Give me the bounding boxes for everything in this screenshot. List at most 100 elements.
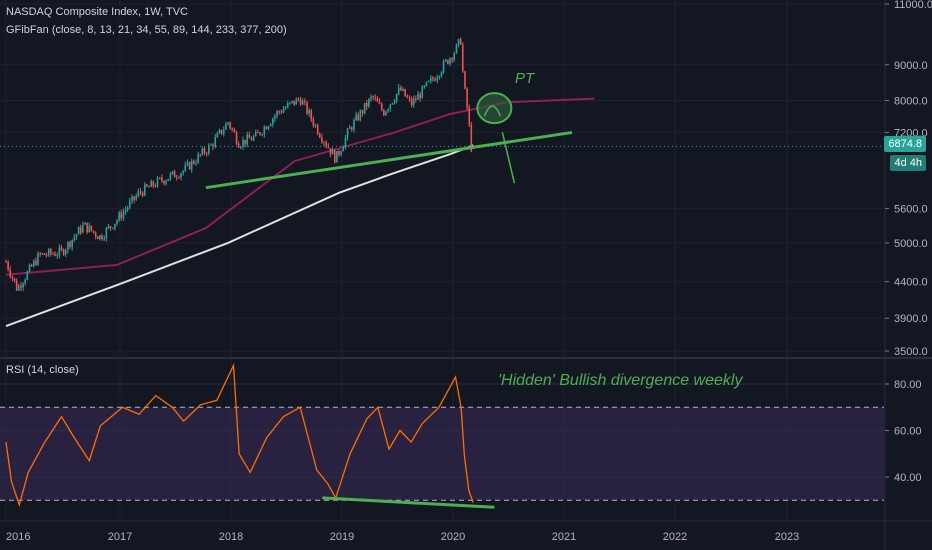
candle-body [259, 132, 261, 135]
candle-body [434, 79, 436, 81]
candle-body [28, 264, 31, 272]
candle-body [135, 195, 138, 200]
candle-body [455, 44, 458, 54]
chart-title: NASDAQ Composite Index, 1W, TVC [6, 6, 188, 18]
candle-body [163, 180, 165, 184]
candle-body [20, 285, 22, 288]
candle-body [385, 111, 387, 116]
candle-body [114, 223, 116, 229]
candle-body [378, 101, 381, 104]
candle-body [124, 209, 127, 212]
target-zone [476, 92, 513, 125]
candle-body [116, 220, 118, 224]
candle-body [150, 181, 152, 187]
candle-body [73, 237, 76, 240]
candle-body [363, 102, 366, 114]
candle-body [141, 192, 144, 196]
candle-body [252, 136, 255, 141]
candle-body [261, 134, 263, 136]
candle-body [340, 151, 342, 155]
candle-body [122, 211, 125, 219]
candle-body [103, 238, 106, 240]
candle-body [432, 77, 434, 80]
candle-body [400, 87, 402, 91]
candle-body [171, 171, 174, 174]
candle-body [225, 123, 227, 130]
candle-body [350, 127, 353, 130]
x-tick-label: 2022 [663, 531, 687, 543]
candle-body [88, 225, 91, 233]
candle-body [348, 127, 351, 129]
x-tick-label: 2019 [330, 531, 354, 543]
candle-body [395, 93, 398, 102]
candle-body [92, 230, 95, 233]
candle-body [333, 149, 336, 163]
candle-body [152, 181, 155, 186]
candle-body [372, 96, 374, 98]
candle-body [346, 128, 349, 138]
candle-body [461, 44, 464, 72]
indicator-legend: GFibFan (close, 8, 13, 21, 34, 55, 89, 1… [6, 24, 287, 36]
candle-body [310, 110, 313, 120]
candle-body [329, 148, 332, 155]
y-tick-label: 11000.0 [894, 0, 932, 11]
candle-body [26, 271, 29, 280]
candle-body [203, 148, 206, 154]
candle-body [387, 109, 389, 112]
candle-body [37, 253, 39, 265]
candle-body [231, 128, 234, 130]
candle-body [146, 184, 148, 187]
candle-body [165, 180, 167, 184]
candle-body [267, 126, 270, 130]
candle-body [13, 278, 16, 281]
candle-body [233, 129, 236, 133]
projection-curve [501, 132, 516, 184]
candle-body [218, 129, 221, 134]
candle-body [109, 226, 112, 228]
candle-body [380, 103, 383, 111]
candle-body [263, 126, 266, 135]
candle-body [359, 110, 362, 121]
candle-body [301, 101, 304, 105]
candle-body [274, 115, 276, 119]
candle-body [101, 235, 103, 240]
rsi-y-tick-label: 60.00 [894, 426, 922, 438]
candle-body [336, 151, 338, 163]
candle-body [425, 82, 428, 86]
candle-body [69, 241, 71, 248]
candle-body [133, 196, 135, 200]
rsi-line [5, 362, 474, 508]
rsi-y-tick-label: 40.00 [894, 472, 922, 484]
candle-body [77, 227, 80, 235]
candle-body [148, 186, 150, 188]
candle-body [361, 110, 364, 114]
candle-body [468, 107, 471, 125]
candle-body [410, 98, 413, 106]
candle-body [389, 104, 392, 110]
candle-body [139, 191, 142, 193]
rsi-divergence-trendline [322, 496, 495, 509]
candle-body [297, 98, 300, 100]
candle-body [22, 283, 24, 288]
candle-body [406, 96, 409, 98]
candle-body [436, 77, 439, 81]
candle-body [222, 129, 225, 134]
candle-body [193, 160, 195, 164]
candle-body [299, 99, 302, 105]
candle-body [246, 134, 249, 145]
candle-body [466, 88, 468, 108]
candle-body [210, 144, 212, 146]
countdown-badge: 4d 4h [890, 155, 926, 171]
candle-body [131, 196, 133, 202]
candle-body [64, 250, 67, 255]
candle-body [205, 153, 208, 155]
candle-body [308, 110, 310, 114]
candle-body [368, 98, 370, 107]
candle-body [269, 124, 272, 127]
candle-body [7, 261, 9, 270]
candle-body [442, 61, 445, 73]
candle-body [199, 154, 202, 156]
candle-body [143, 184, 146, 196]
candle-body [47, 249, 50, 256]
candle-body [453, 53, 456, 60]
